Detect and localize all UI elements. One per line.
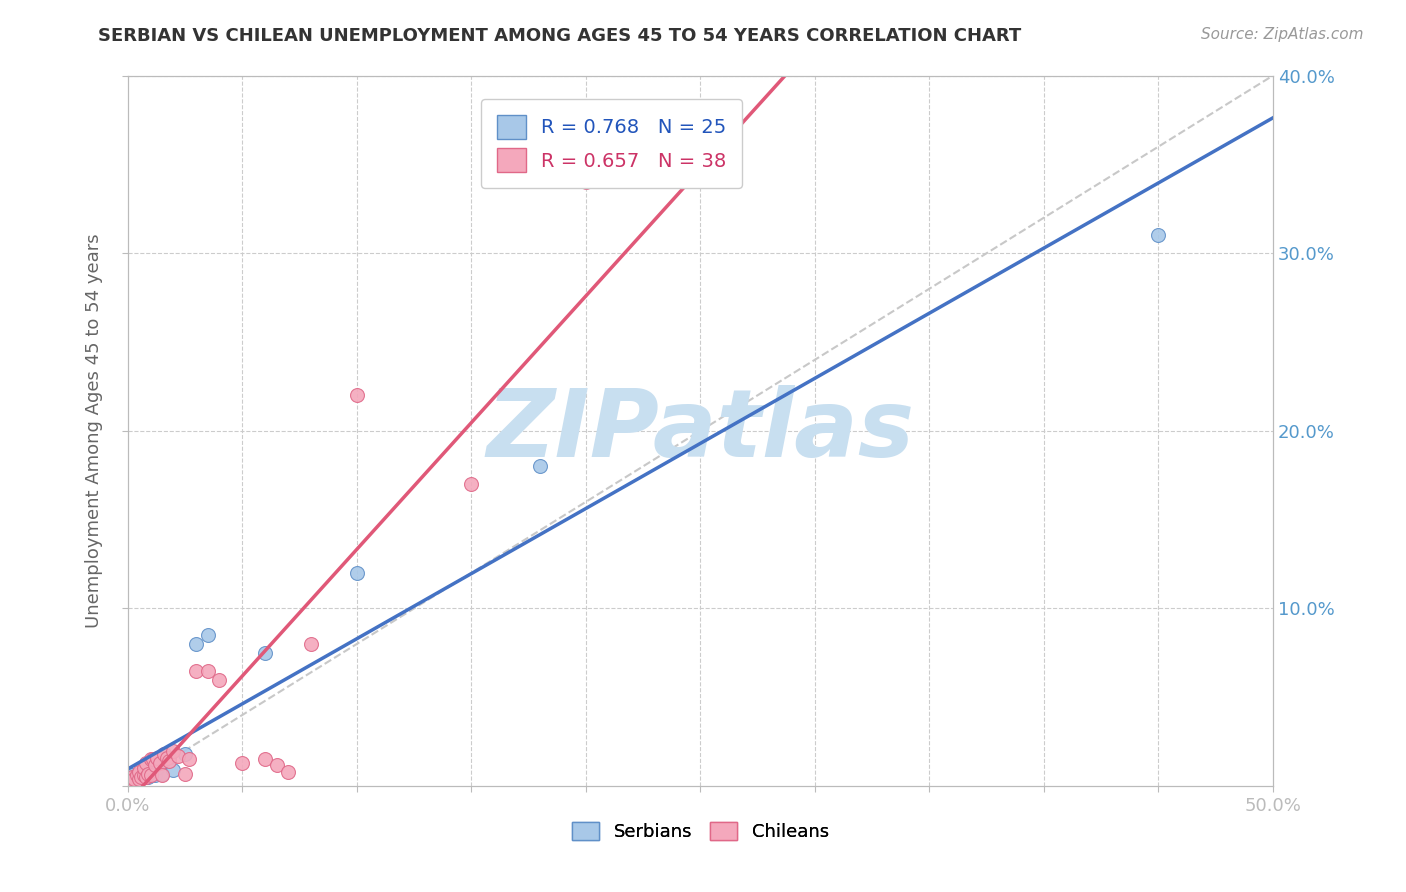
Point [124, 772, 146, 786]
Point [529, 459, 551, 474]
Point [131, 770, 153, 784]
Y-axis label: Unemployment Among Ages 45 to 54 years: Unemployment Among Ages 45 to 54 years [86, 234, 103, 628]
Point [346, 566, 368, 580]
Point [162, 763, 184, 777]
Point [150, 768, 173, 782]
Point [197, 664, 219, 678]
Point [146, 750, 169, 764]
Point [346, 388, 368, 402]
Point [146, 761, 169, 775]
Point [143, 768, 166, 782]
Point [254, 646, 277, 660]
Point [117, 770, 139, 784]
Point [299, 637, 322, 651]
Point [135, 770, 157, 784]
Point [186, 664, 208, 678]
Point [118, 772, 141, 786]
Point [135, 768, 157, 782]
Point [266, 757, 288, 772]
Point [125, 768, 148, 782]
Point [157, 754, 180, 768]
Point [149, 756, 172, 770]
Point [142, 764, 165, 779]
Point [208, 673, 231, 687]
Point [157, 750, 180, 764]
Point [125, 770, 148, 784]
Point [231, 756, 253, 770]
Point [460, 477, 482, 491]
Text: Source: ZipAtlas.com: Source: ZipAtlas.com [1201, 27, 1364, 42]
Point [135, 756, 157, 770]
Point [153, 747, 176, 761]
Point [124, 772, 146, 786]
Text: ZIPatlas: ZIPatlas [486, 384, 914, 477]
Point [173, 747, 195, 761]
Point [121, 770, 143, 784]
Point [128, 768, 150, 782]
Point [197, 628, 219, 642]
Point [139, 768, 162, 782]
Point [132, 768, 155, 782]
Point [150, 766, 173, 780]
Legend: Serbians, Chileans: Serbians, Chileans [565, 814, 837, 848]
Point [136, 770, 159, 784]
Point [162, 743, 184, 757]
Point [128, 772, 150, 786]
Point [277, 764, 299, 779]
Point [128, 764, 150, 779]
Point [173, 766, 195, 780]
Point [179, 752, 201, 766]
Point [143, 757, 166, 772]
Point [155, 750, 177, 764]
Point [118, 772, 141, 786]
Point [153, 747, 176, 761]
Point [132, 764, 155, 779]
Point [186, 637, 208, 651]
Point [139, 766, 162, 780]
Point [121, 768, 143, 782]
Point [132, 761, 155, 775]
Point [142, 752, 165, 766]
Point [117, 773, 139, 788]
Text: SERBIAN VS CHILEAN UNEMPLOYMENT AMONG AGES 45 TO 54 YEARS CORRELATION CHART: SERBIAN VS CHILEAN UNEMPLOYMENT AMONG AG… [98, 27, 1022, 45]
Point [575, 175, 598, 189]
Point [167, 748, 190, 763]
Point [136, 766, 159, 780]
Point [131, 770, 153, 784]
Point [254, 752, 277, 766]
Point [139, 752, 162, 766]
Point [1147, 228, 1170, 243]
